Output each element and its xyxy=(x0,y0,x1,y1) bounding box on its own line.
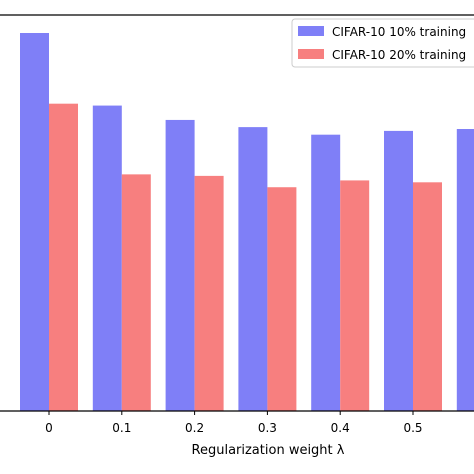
legend-frame xyxy=(291,18,474,68)
bar-series-2-cat-0.3 xyxy=(267,187,297,411)
bar-series-1-cat-0.6 xyxy=(456,129,474,411)
bar-series-1-cat-0.2 xyxy=(165,119,195,411)
bar-series-2-cat-0.1 xyxy=(121,174,151,411)
bar-series-2-cat-0.4 xyxy=(340,180,370,411)
x-axis-label: Regularization weight λ xyxy=(192,443,345,458)
x-tick-label: 0.4 xyxy=(331,421,350,435)
legend-swatch-series-2 xyxy=(298,49,324,59)
bar-series-2-cat-0.2 xyxy=(194,175,224,411)
legend-label-series-2: CIFAR-10 20% training xyxy=(332,48,466,62)
bar-series-2-cat-0.5 xyxy=(413,182,442,411)
bar-series-2-cat-0 xyxy=(49,103,78,411)
bar-series-1-cat-0 xyxy=(20,33,49,411)
legend-swatch-series-1 xyxy=(298,26,324,36)
bar-series-1-cat-0.1 xyxy=(92,105,122,412)
x-ticks-layer: 00.10.20.30.40.50.6 xyxy=(45,411,423,435)
x-tick-label: 0.2 xyxy=(185,421,204,435)
legend-label-series-1: CIFAR-10 10% training xyxy=(332,25,466,39)
x-tick-label: 0.5 xyxy=(403,421,422,435)
bars-layer xyxy=(20,33,474,412)
bar-series-1-cat-0.5 xyxy=(384,130,413,412)
legend: CIFAR-10 10% training CIFAR-10 20% train… xyxy=(291,18,474,68)
bar-series-1-cat-0.4 xyxy=(311,134,341,411)
x-tick-label: 0.1 xyxy=(112,421,131,435)
x-tick-label: 0 xyxy=(45,421,53,435)
x-tick-label: 0.3 xyxy=(258,421,277,435)
bar-series-1-cat-0.3 xyxy=(238,127,268,411)
